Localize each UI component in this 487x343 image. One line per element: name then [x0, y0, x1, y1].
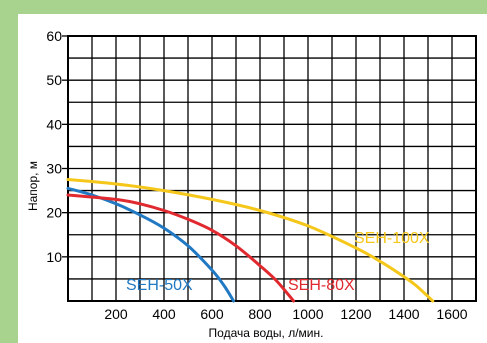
y-tick-label: 50 [46, 72, 62, 88]
series-label-seh-50x: SEH-50X [126, 277, 193, 294]
y-tick-label: 30 [46, 161, 62, 177]
x-axis-label: Подача воды, л/мин. [209, 326, 324, 340]
chart-panel: 10 20 30 40 50 60 200 400 600 800 1000 1200 1400 160… [18, 14, 487, 343]
y-tick-label: 20 [46, 205, 62, 221]
series-label-seh-100x: SEH-100X [354, 230, 430, 247]
series-label-seh-80x: SEH-80X [288, 277, 355, 294]
x-tick-label: 1000 [292, 306, 323, 322]
x-tick-label: 600 [200, 306, 224, 322]
head-flow-chart: 10 20 30 40 50 60 200 400 600 800 1000 1200 1400 160… [26, 28, 477, 340]
x-tick-label: 800 [248, 306, 272, 322]
x-tick-label: 1200 [340, 306, 371, 322]
y-tick-label: 10 [46, 249, 62, 265]
y-axis-label: Напор, м [26, 161, 40, 211]
x-tick-label: 200 [104, 306, 128, 322]
x-tick-labels: 200 400 600 800 1000 1200 1400 1600 [104, 306, 467, 322]
y-tick-labels: 10 20 30 40 50 60 [46, 28, 68, 265]
x-tick-label: 400 [152, 306, 176, 322]
grid-lines [68, 36, 476, 301]
performance-curves [66, 178, 435, 303]
y-tick-label: 60 [46, 28, 62, 44]
y-tick-label: 40 [46, 116, 62, 132]
x-tick-label: 1400 [388, 306, 419, 322]
x-tick-label: 1600 [436, 306, 467, 322]
series-labels: SEH-50X SEH-80X SEH-100X [126, 230, 430, 294]
curve-seh-80x [66, 193, 296, 303]
curve-seh-100x [66, 178, 435, 303]
